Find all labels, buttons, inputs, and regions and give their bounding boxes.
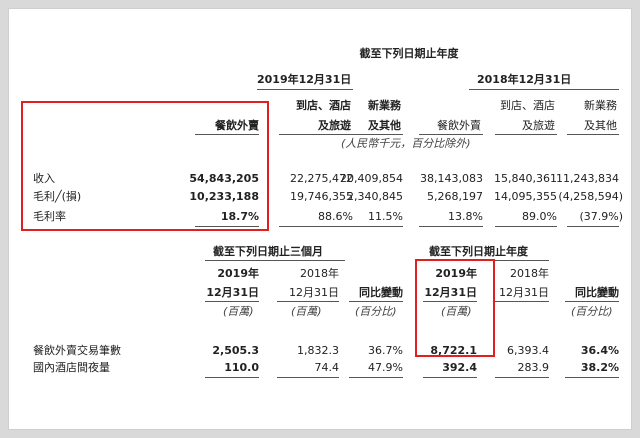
t2-bottom-rule xyxy=(423,377,477,378)
t1-col-new-2018-line1: 新業務 xyxy=(584,99,617,112)
t1-year-2019-rule xyxy=(257,89,353,90)
t2-q-2019-date: 12月31日 xyxy=(206,286,259,299)
t1-bottom-rule xyxy=(419,226,483,227)
t1-row-label: 收入 xyxy=(33,172,55,185)
t1-col-instore-2019-line2: 及旅遊 xyxy=(318,119,351,132)
t1-cell: 38,143,083 xyxy=(420,172,483,185)
t2-unit-y-2019: (百萬) xyxy=(441,305,472,318)
t2-col-rule xyxy=(495,301,549,302)
t1-col-rule-food-2019 xyxy=(195,134,259,135)
t2-header-quarter: 截至下列日期止三個月 xyxy=(213,245,323,258)
t2-cell: 1,832.3 xyxy=(297,344,339,357)
t2-col-rule xyxy=(205,301,259,302)
t2-y-yoy: 同比變動 xyxy=(575,286,619,299)
t1-col-rule-food-2018 xyxy=(419,134,483,135)
t2-cell: 283.9 xyxy=(517,361,550,374)
t1-bottom-rule xyxy=(495,226,557,227)
t1-col-rule-new-2019 xyxy=(351,134,403,135)
document-page: 截至下列日期止年度 2019年12月31日 2018年12月31日 到店、酒店 … xyxy=(8,8,632,430)
t1-col-instore-2018-line2: 及旅遊 xyxy=(522,119,555,132)
t1-cell: 11,243,834 xyxy=(556,172,619,185)
t2-q-2019: 2019年 xyxy=(217,267,259,280)
t2-cell: 392.4 xyxy=(442,361,477,374)
t1-cell: 89.0% xyxy=(522,210,557,223)
t2-cell: 38.2% xyxy=(580,361,619,374)
t1-cell: 11.5% xyxy=(368,210,403,223)
t1-cell: 18.7% xyxy=(220,210,259,223)
t2-cell: 74.4 xyxy=(314,361,340,374)
t2-row-label: 國內酒店間夜量 xyxy=(33,361,110,374)
t2-cell: 47.9% xyxy=(368,361,403,374)
t2-unit-q-yoy: (百分比) xyxy=(355,305,397,318)
t2-col-rule xyxy=(349,301,403,302)
t2-cell: 8,722.1 xyxy=(430,344,477,357)
t1-cell: 88.6% xyxy=(318,210,353,223)
t2-col-rule xyxy=(423,301,477,302)
t2-cell: 110.0 xyxy=(224,361,259,374)
t1-cell: 54,843,205 xyxy=(189,172,259,185)
t1-row-label: 毛利╱(損) xyxy=(33,190,82,203)
t2-unit-q-2018: (百萬) xyxy=(291,305,322,318)
t2-row-label: 餐飲外賣交易筆數 xyxy=(33,344,121,357)
t2-header-quarter-rule xyxy=(205,260,345,261)
t1-cell: 13.8% xyxy=(448,210,483,223)
t1-cell: 10,233,188 xyxy=(189,190,259,203)
t1-col-instore-2019-line1: 到店、酒店 xyxy=(296,99,351,112)
t1-unit-note: (人民幣千元，百分比除外) xyxy=(341,137,471,150)
t1-cell: 2,340,845 xyxy=(347,190,403,203)
t2-bottom-rule xyxy=(205,377,259,378)
t1-col-food-2018: 餐飲外賣 xyxy=(437,119,481,132)
t2-col-rule xyxy=(277,301,339,302)
t2-cell: 36.4% xyxy=(580,344,619,357)
t2-cell: 6,393.4 xyxy=(507,344,549,357)
t2-y-2019: 2019年 xyxy=(435,267,477,280)
t1-col-rule-new-2018 xyxy=(567,134,619,135)
t2-cell: 2,505.3 xyxy=(212,344,259,357)
t1-col-food-2019: 餐飲外賣 xyxy=(215,119,259,132)
t1-col-rule-instore-2018 xyxy=(495,134,557,135)
t2-bottom-rule xyxy=(565,377,619,378)
t2-y-2018-date: 12月31日 xyxy=(499,286,549,299)
t1-cell: 5,268,197 xyxy=(427,190,483,203)
t1-bottom-rule xyxy=(279,226,353,227)
t1-cell: (4,258,594) xyxy=(558,190,623,203)
t2-cell: 36.7% xyxy=(368,344,403,357)
t2-unit-y-yoy: (百分比) xyxy=(571,305,613,318)
highlight-box-food-delivery xyxy=(21,101,269,231)
t1-bottom-rule xyxy=(567,226,619,227)
t1-cell: 20,409,854 xyxy=(340,172,403,185)
t1-row-label: 毛利率 xyxy=(33,210,66,223)
t2-header-year: 截至下列日期止年度 xyxy=(429,245,528,258)
t1-col-rule-instore-2019 xyxy=(279,134,353,135)
t1-bottom-rule xyxy=(351,226,403,227)
t1-cell: 19,746,355 xyxy=(290,190,353,203)
t2-bottom-rule xyxy=(495,377,549,378)
t2-bottom-rule xyxy=(277,377,339,378)
t1-year-2019: 2019年12月31日 xyxy=(257,73,352,86)
t1-year-2018: 2018年12月31日 xyxy=(477,73,572,86)
t1-col-new-2019-line2: 及其他 xyxy=(368,119,401,132)
t2-unit-q-2019: (百萬) xyxy=(223,305,254,318)
t1-cell: 14,095,355 xyxy=(494,190,557,203)
t2-bottom-rule xyxy=(349,377,403,378)
t2-q-yoy: 同比變動 xyxy=(359,286,403,299)
t1-period-header: 截至下列日期止年度 xyxy=(359,47,459,60)
t2-q-2018-date: 12月31日 xyxy=(289,286,339,299)
t1-cell: (37.9%) xyxy=(579,210,623,223)
t1-col-new-2018-line2: 及其他 xyxy=(584,119,617,132)
t1-cell: 15,840,361 xyxy=(494,172,557,185)
t1-year-2018-rule xyxy=(469,89,619,90)
t2-y-2019-date: 12月31日 xyxy=(424,286,477,299)
t2-col-rule xyxy=(565,301,619,302)
t1-col-instore-2018-line1: 到店、酒店 xyxy=(500,99,555,112)
highlight-box-transactions xyxy=(415,259,495,357)
t2-q-2018: 2018年 xyxy=(300,267,339,280)
t2-y-2018: 2018年 xyxy=(510,267,549,280)
t1-cell: 22,275,472 xyxy=(290,172,353,185)
t1-bottom-rule xyxy=(195,226,259,227)
t1-col-new-2019-line1: 新業務 xyxy=(368,99,401,112)
